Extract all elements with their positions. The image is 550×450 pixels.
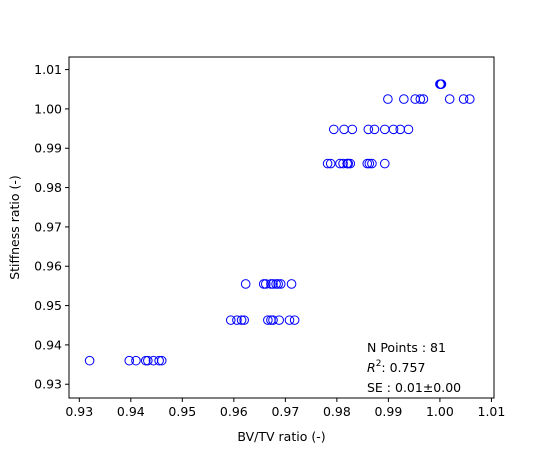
data-point [84, 355, 95, 366]
y-axis-label: Stiffness ratio (-) [7, 175, 22, 280]
data-point [403, 124, 414, 135]
x-tick-label: 1.01 [478, 404, 506, 419]
x-tick-label: 0.99 [374, 404, 402, 419]
data-point [338, 158, 348, 169]
data-point [274, 315, 284, 325]
n-points-annotation: N Points : 81 [367, 340, 446, 355]
data-point [284, 315, 295, 325]
data-point [367, 158, 377, 169]
y-tick-label: 0.96 [34, 259, 62, 274]
data-point [464, 94, 475, 104]
x-tick-label: 0.98 [323, 404, 351, 419]
y-tick-label: 0.98 [34, 180, 62, 195]
r-squared-exponent: 2 [376, 359, 382, 369]
data-point [383, 94, 393, 104]
x-tick-label: 0.96 [220, 404, 248, 419]
data-point [345, 158, 356, 169]
y-tick-label: 0.99 [34, 141, 62, 156]
data-point [379, 158, 390, 169]
data-point [232, 315, 242, 325]
data-point [286, 279, 297, 289]
data-point [415, 94, 426, 104]
data-point [154, 355, 164, 366]
stats-annotation: N Points : 81 R2: 0.757 SE : 0.01±0.00 [367, 340, 461, 395]
data-point [263, 315, 273, 325]
y-tick-label: 0.94 [34, 337, 62, 352]
y-tick-label: 0.95 [34, 298, 62, 313]
x-ticks: 0.93 0.94 0.95 0.96 0.97 0.98 0.99 1.00 1.01 [65, 398, 505, 419]
data-point [240, 279, 251, 289]
data-point [328, 124, 339, 135]
data-point [268, 315, 278, 325]
data-point [363, 124, 374, 135]
data-point [364, 158, 375, 169]
data-point [260, 279, 271, 289]
data-point [347, 124, 358, 135]
y-tick-label: 1.00 [34, 101, 62, 116]
data-point [143, 355, 153, 366]
r-squared-symbol: R [367, 360, 376, 375]
data-point [268, 279, 278, 289]
data-point [225, 315, 236, 325]
data-point [388, 124, 399, 135]
x-tick-label: 0.94 [117, 404, 145, 419]
data-point [418, 94, 429, 104]
y-tick-label: 0.97 [34, 219, 62, 234]
data-point [273, 279, 283, 289]
y-tick-label: 1.01 [34, 62, 62, 77]
data-point [322, 158, 333, 169]
data-point [369, 124, 380, 135]
r-squared-annotation: R2: 0.757 [367, 359, 425, 375]
data-point [275, 279, 286, 289]
data-point [458, 94, 469, 104]
axes-frame [68, 56, 495, 399]
x-tick-label: 0.93 [65, 404, 93, 419]
standard-error-annotation: SE : 0.01±0.00 [367, 380, 461, 395]
data-point [156, 355, 167, 366]
data-point [236, 315, 247, 325]
data-point [131, 355, 141, 366]
x-tick-label: 0.95 [168, 404, 196, 419]
data-point [399, 94, 409, 104]
data-point [289, 315, 300, 325]
data-point [124, 355, 135, 366]
x-tick-label: 1.00 [426, 404, 454, 419]
data-point [444, 94, 455, 104]
data-point [239, 315, 249, 325]
y-ticks: 0.93 0.94 0.95 0.96 0.97 0.98 0.99 1.00 1.01 [34, 62, 69, 392]
x-tick-label: 0.97 [271, 404, 299, 419]
data-point [436, 79, 447, 89]
y-tick-label: 0.93 [34, 377, 62, 392]
data-points-layer [84, 79, 475, 366]
r-squared-value: : 0.757 [381, 360, 425, 375]
x-axis-label: BV/TV ratio (-) [237, 429, 325, 444]
data-point [325, 158, 336, 169]
